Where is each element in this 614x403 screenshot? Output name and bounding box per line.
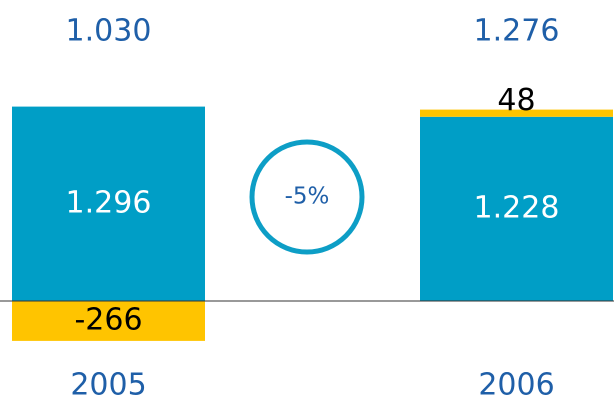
change-circle <box>249 139 365 255</box>
value-label: 1.228 <box>474 190 560 225</box>
category-label: 2006 <box>478 368 554 403</box>
bar-segment <box>12 301 205 341</box>
value-label: -266 <box>74 302 142 337</box>
value-label: 48 <box>497 83 535 118</box>
total-label: 1.276 <box>474 14 560 49</box>
bar-segment <box>12 106 205 301</box>
total-label: 1.030 <box>66 14 152 49</box>
category-label: 2005 <box>70 368 146 403</box>
value-label: 1.296 <box>66 185 152 220</box>
bar-segment <box>420 109 613 117</box>
change-label: -5% <box>285 184 330 210</box>
bar-segment <box>420 116 613 301</box>
